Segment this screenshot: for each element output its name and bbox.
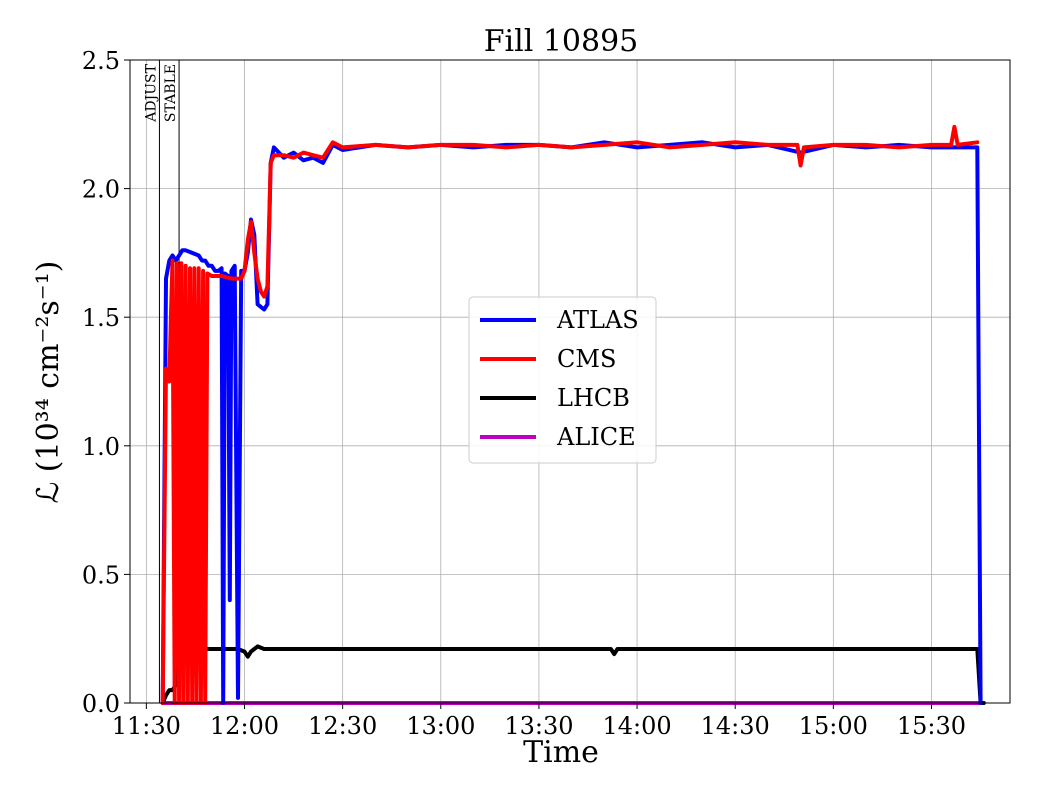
- x-tick-label: 14:00: [602, 712, 671, 740]
- x-tick-label: 15:30: [897, 712, 966, 740]
- phase-label-stable: STABLE: [163, 64, 179, 122]
- y-tick-label: 2.0: [82, 176, 120, 204]
- x-tick-label: 12:30: [308, 712, 377, 740]
- y-tick-label: 1.0: [82, 433, 120, 461]
- legend-label-atlas: ATLAS: [556, 306, 639, 334]
- x-axis-title: Time: [523, 735, 599, 770]
- legend-items: ATLAS CMS LHCB ALICE: [480, 306, 639, 451]
- y-tick-label: 0.5: [82, 561, 120, 589]
- phase-label-adjust: ADJUST: [143, 63, 159, 122]
- y-axis-title: ℒ (10³⁴ cm⁻²s⁻¹): [31, 261, 66, 504]
- legend: ATLAS CMS LHCB ALICE: [468, 296, 657, 464]
- y-tick-label: 0.0: [82, 690, 120, 718]
- y-tick-label: 2.5: [82, 47, 120, 75]
- legend-label-cms: CMS: [557, 345, 616, 373]
- x-tick-label: 14:30: [701, 712, 770, 740]
- legend-frame: [468, 296, 657, 464]
- x-tick-label: 13:00: [406, 712, 475, 740]
- y-tick-label: 1.5: [82, 304, 120, 332]
- series-line-cms: [160, 124, 980, 705]
- plot-frame: [129, 59, 1011, 704]
- series-line-atlas: [160, 140, 983, 705]
- chart-title: Fill 10895: [484, 24, 639, 59]
- x-tick-label: 15:00: [799, 712, 868, 740]
- axis-ticks: 11:30 12:00 12:30 13:00 13:30 14:00 14:30 15:00…: [82, 47, 966, 740]
- legend-label-lhcb: LHCB: [557, 384, 630, 412]
- legend-label-alice: ALICE: [556, 423, 636, 451]
- x-tick-label: 13:30: [504, 712, 573, 740]
- x-tick-label: 11:30: [112, 712, 181, 740]
- x-tick-label: 12:00: [210, 712, 279, 740]
